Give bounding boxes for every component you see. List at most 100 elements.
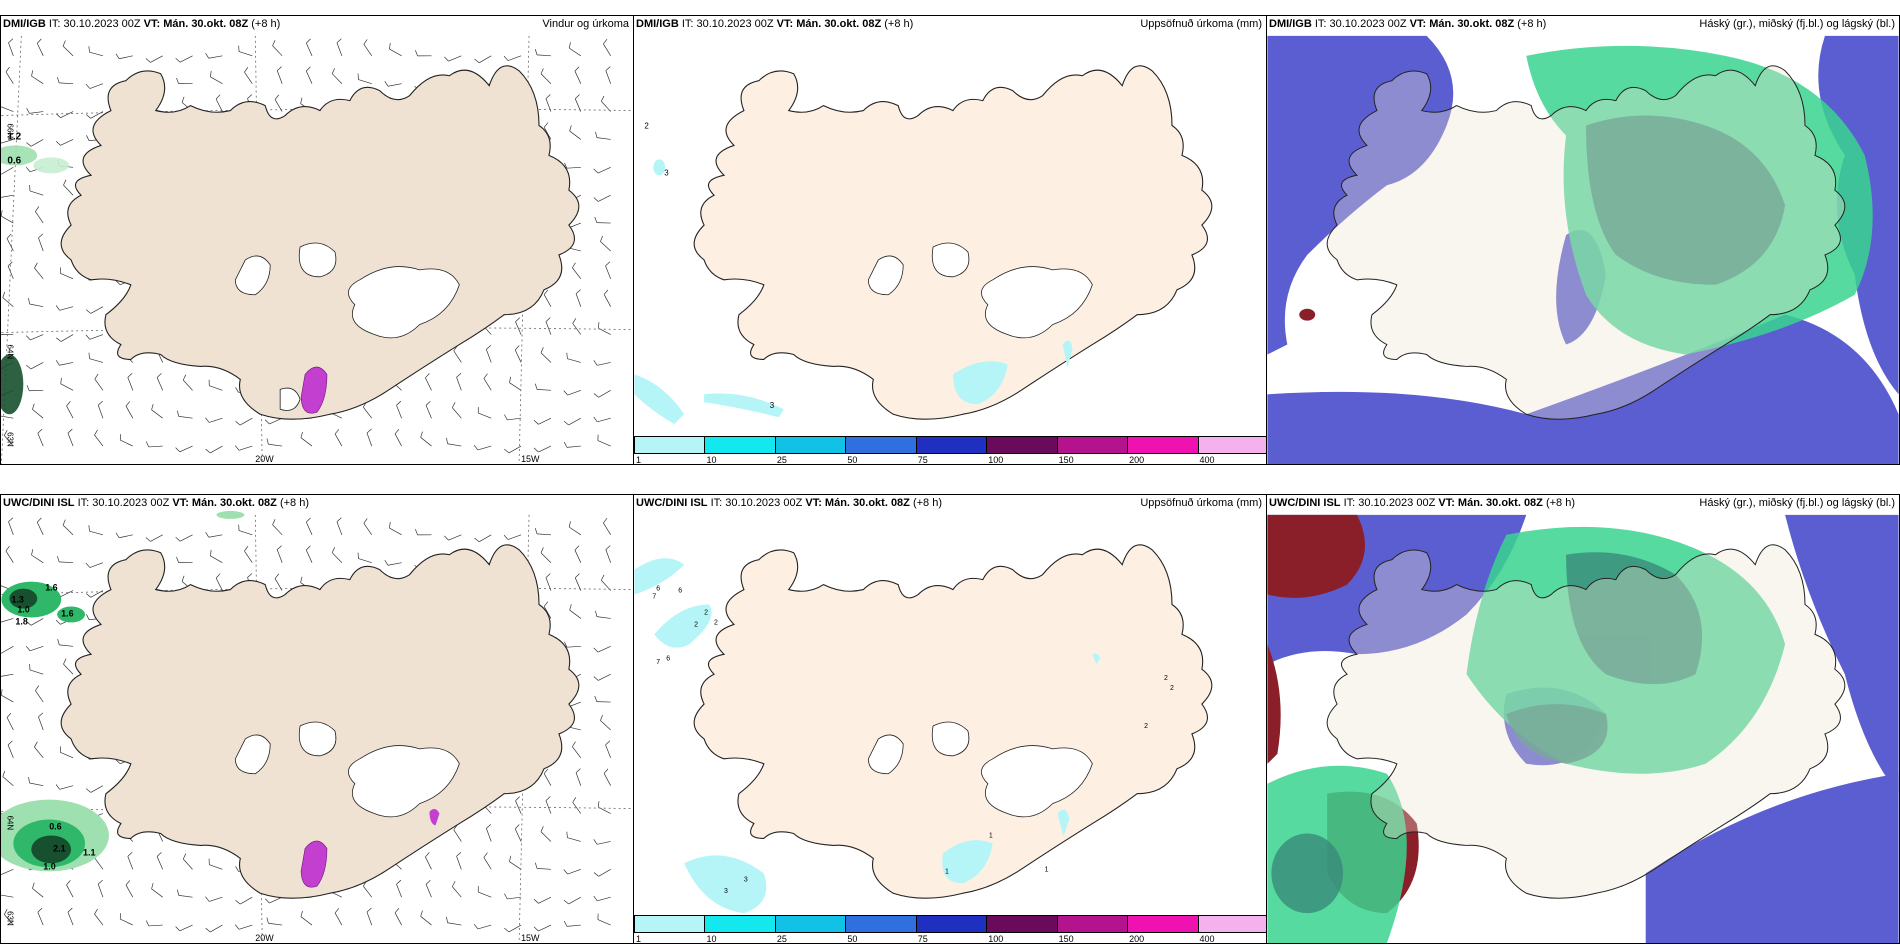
init-time: IT: 30.10.2023 00Z — [681, 18, 774, 30]
wind-map: 1.2 0.6 20W 15W 66N 64N 63N — [1, 35, 633, 464]
high-cloud — [1585, 115, 1786, 285]
panel-precip-top: DMI/IGB IT: 30.10.2023 00Z VT: Mán. 30.o… — [633, 15, 1267, 465]
precip-label: 7 — [656, 659, 660, 666]
colorbar-tick: 1 — [636, 455, 642, 465]
precip-label: 7 — [652, 594, 656, 601]
colorbar-swatch — [915, 915, 988, 933]
init-time: IT: 30.10.2023 00Z — [48, 18, 141, 30]
colorbar-swatch — [845, 436, 917, 454]
colorbar-swatch — [704, 915, 776, 933]
precip-label: 3 — [744, 876, 748, 883]
valid-time: Mán. 30.okt. 08Z — [163, 18, 249, 30]
init-time: IT: 30.10.2023 00Z — [710, 497, 803, 509]
precip-label: 1 — [989, 832, 993, 839]
sea-precip — [1, 510, 245, 872]
colorbar-swatch — [704, 436, 776, 454]
glaciers — [234, 721, 460, 818]
precip-blob — [429, 809, 440, 826]
precip-map: 2 3 3 — [634, 65, 1213, 425]
panel-header: DMI/IGB IT: 30.10.2023 00Z VT: Mán. 30.o… — [3, 18, 629, 30]
panel-title: Uppsöfnuð úrkoma (mm) — [1140, 497, 1262, 509]
wind-map: 1.6 1.3 1.0 1.8 1.6 0.6 2.1 1.1 1.0 20W … — [1, 510, 633, 943]
colorbar-tick: 10 — [706, 934, 717, 944]
valid-time: Mán. 30.okt. 08Z — [796, 18, 882, 30]
colorbar-tick: 25 — [776, 455, 787, 465]
panel-title: Háský (gr.), miðský (fj.bl.) og lágský (… — [1699, 497, 1895, 509]
lon-label: 20W — [255, 454, 274, 464]
colorbar-tick: 400 — [1199, 455, 1215, 465]
precip-label: 2 — [644, 121, 649, 130]
source-label: UWC/DINI ISL — [636, 497, 708, 509]
amount-label: 1.1 — [83, 847, 95, 857]
panel-cloud-top: DMI/IGB IT: 30.10.2023 00Z VT: Mán. 30.o… — [1266, 15, 1900, 465]
colorbar-swatch — [986, 436, 1058, 454]
lat-label: 64N — [5, 345, 14, 360]
lat-label: 63N — [5, 911, 14, 926]
cloud-map — [1267, 33, 1899, 464]
glaciers — [867, 242, 1093, 339]
colorbar-tick: 50 — [847, 934, 858, 944]
glaciers — [234, 242, 460, 411]
iceland-outline — [1326, 544, 1846, 899]
colorbar-tick: 400 — [1199, 934, 1215, 944]
panel-header: DMI/IGB IT: 30.10.2023 00Z VT: Mán. 30.o… — [636, 18, 1262, 30]
colorbar-swatch — [1197, 915, 1266, 933]
panel-title: Uppsöfnuð úrkoma (mm) — [1140, 18, 1262, 30]
forecast-offset: (+8 h) — [912, 497, 943, 509]
precip-label: 3 — [664, 168, 669, 177]
iceland-land — [693, 65, 1213, 420]
colorbar-swatch — [1127, 436, 1199, 454]
precip-label: 2 — [1144, 723, 1148, 730]
colorbar-tick: 200 — [1129, 934, 1145, 944]
colorbar-swatch — [986, 915, 1058, 933]
amount-label: 1.0 — [43, 861, 55, 871]
colorbar-tick: 150 — [1058, 934, 1074, 944]
precip-areas — [634, 558, 1101, 914]
precip-colorbar: 1 10 25 50 75 100 150 200 400 — [634, 915, 1266, 943]
panel-header: UWC/DINI ISL IT: 30.10.2023 00Z VT: Mán.… — [3, 497, 310, 509]
valid-time: Mán. 30.okt. 08Z — [1457, 497, 1543, 509]
colorbar-swatch — [845, 915, 917, 933]
init-time: IT: 30.10.2023 00Z — [77, 497, 170, 509]
precip-label: 6 — [678, 588, 682, 595]
panel-precip-bottom: UWC/DINI ISL IT: 30.10.2023 00Z VT: Mán.… — [633, 494, 1267, 944]
precip-label: 2 — [1170, 685, 1174, 692]
sea-precip — [1, 145, 70, 415]
amount-label: 1.0 — [17, 604, 29, 614]
panel-header: UWC/DINI ISL IT: 30.10.2023 00Z VT: Mán.… — [636, 497, 1262, 509]
amount-label: 0.6 — [7, 155, 21, 166]
colorbar-swatch — [915, 436, 988, 454]
precip-label: 6 — [666, 655, 670, 662]
amount-label: 1.8 — [15, 616, 27, 626]
forecast-offset: (+8 h) — [279, 497, 310, 509]
amount-label: 1.3 — [11, 595, 23, 605]
panel-cloud-bottom: UWC/DINI ISL IT: 30.10.2023 00Z VT: Mán.… — [1266, 494, 1900, 944]
forecast-offset: (+8 h) — [884, 18, 914, 30]
colorbar-swatch — [1127, 915, 1199, 933]
source-label: UWC/DINI ISL — [1269, 497, 1341, 509]
lat-label: 63N — [5, 432, 14, 447]
precip-label: 3 — [724, 888, 728, 895]
precip-blob — [300, 840, 328, 888]
precip-label: 2 — [714, 619, 718, 626]
lat-label: 66N — [5, 124, 14, 139]
colorbar-tick: 75 — [917, 455, 928, 465]
valid-time: Mán. 30.okt. 08Z — [1429, 18, 1515, 30]
panel-title: Háský (gr.), miðský (fj.bl.) og lágský (… — [1699, 18, 1895, 30]
panel-header: UWC/DINI ISL IT: 30.10.2023 00Z VT: Mán.… — [1269, 497, 1895, 509]
precip-label: 2 — [704, 609, 708, 616]
precip-blob — [300, 366, 328, 414]
source-label: UWC/DINI ISL — [3, 497, 75, 509]
colorbar-tick: 50 — [847, 455, 858, 465]
colorbar-swatch — [774, 436, 847, 454]
valid-time: Mán. 30.okt. 08Z — [824, 497, 910, 509]
precip-label: 3 — [770, 401, 775, 410]
lon-label: 15W — [521, 933, 540, 943]
source-label: DMI/IGB — [1269, 18, 1312, 30]
init-time: IT: 30.10.2023 00Z — [1314, 18, 1407, 30]
amount-label: 2.1 — [53, 843, 65, 853]
iceland-outline — [1326, 65, 1846, 420]
colorbar-swatch — [1056, 436, 1129, 454]
source-label: DMI/IGB — [636, 18, 679, 30]
precip-label: 2 — [1164, 675, 1168, 682]
